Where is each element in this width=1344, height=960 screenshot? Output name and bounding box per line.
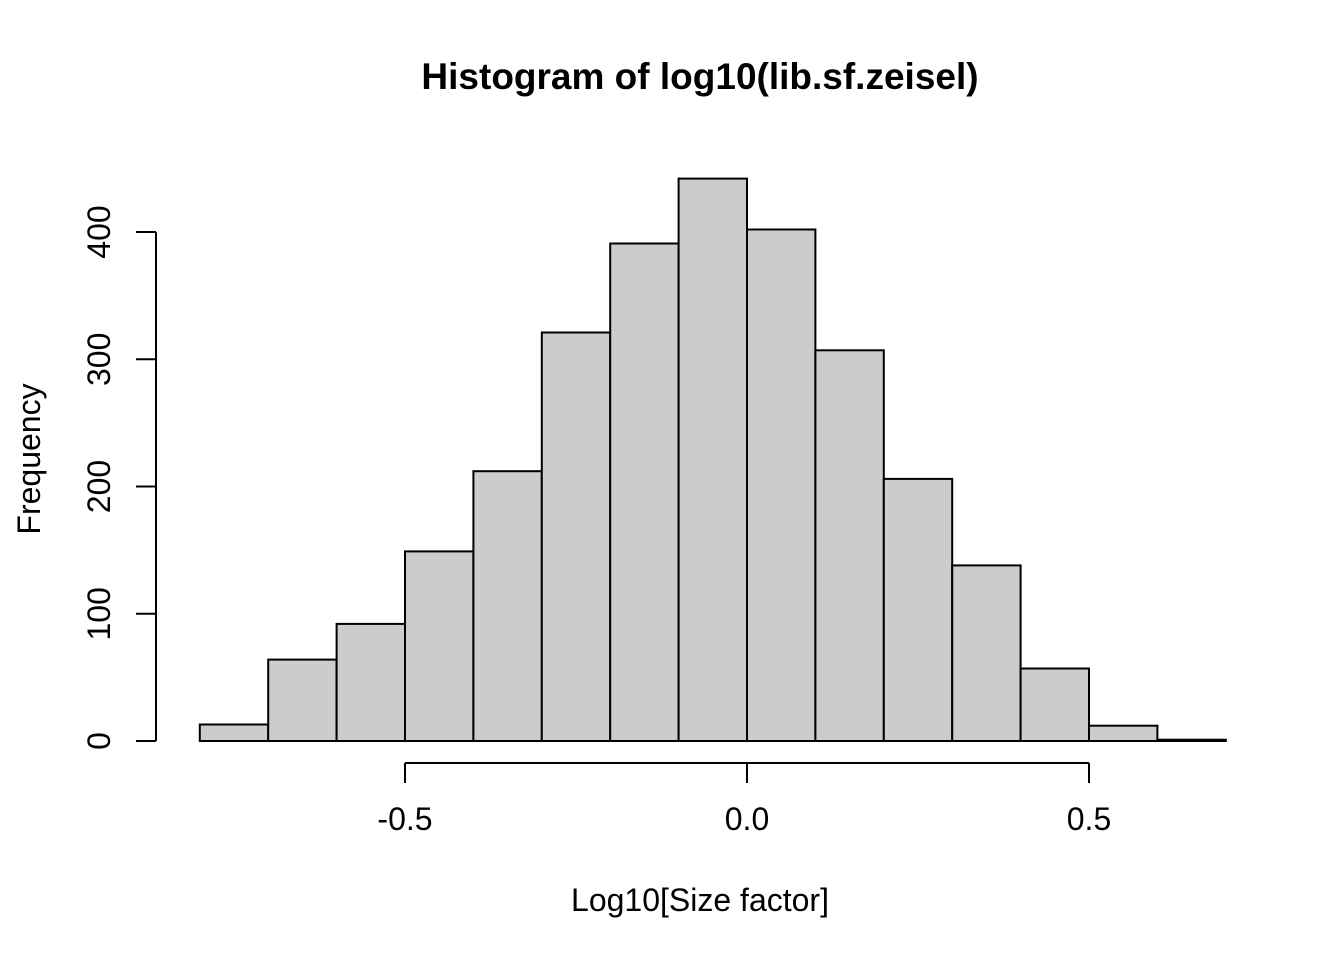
x-tick-label: 0.0 xyxy=(725,801,769,837)
histogram-bar xyxy=(472,470,543,742)
histogram-bar xyxy=(198,723,270,742)
histogram-bar xyxy=(1088,724,1159,743)
x-tick-label: -0.5 xyxy=(377,801,432,837)
x-axis-label: Log10[Size factor] xyxy=(571,882,829,918)
histogram-bar xyxy=(267,658,338,742)
histogram-bar xyxy=(1019,667,1090,742)
histogram-bar xyxy=(404,550,475,743)
histogram-bar xyxy=(814,349,885,742)
y-tick-label: 0 xyxy=(81,732,117,750)
chart-title: Histogram of log10(lib.sf.zeisel) xyxy=(421,56,979,97)
histogram-bar xyxy=(1156,738,1227,743)
histogram-bar xyxy=(746,228,817,742)
histogram-bar xyxy=(540,331,612,742)
x-tick-label: 0.5 xyxy=(1067,801,1111,837)
histogram-bar xyxy=(677,177,748,743)
y-tick-label: 300 xyxy=(81,333,117,386)
y-tick-label: 200 xyxy=(81,460,117,513)
histogram-bar xyxy=(882,477,954,742)
histogram-bar xyxy=(609,242,680,742)
histogram-bar xyxy=(335,622,407,743)
y-tick-label: 100 xyxy=(81,587,117,640)
y-tick-label: 400 xyxy=(81,205,117,258)
histogram-bar xyxy=(951,564,1022,743)
